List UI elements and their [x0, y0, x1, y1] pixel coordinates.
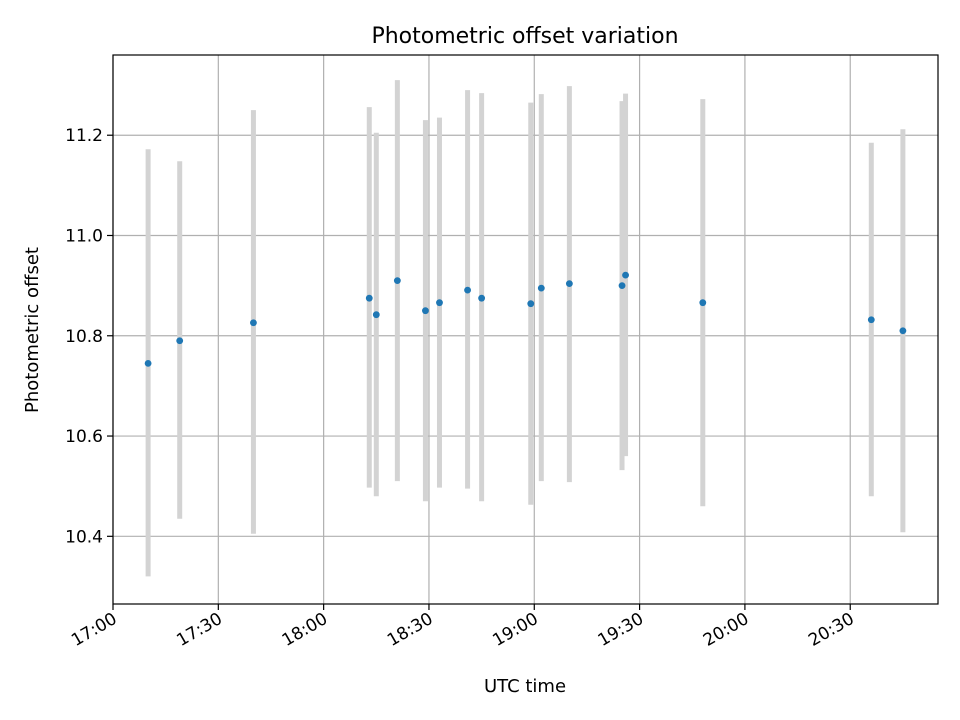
data-point	[372, 311, 380, 319]
chart-title: Photometric offset variation	[371, 24, 678, 49]
data-point	[464, 286, 471, 294]
error-bars	[145, 80, 906, 577]
data-point	[699, 299, 707, 307]
data-point	[422, 307, 429, 315]
y-tick-label: 10.6	[65, 427, 103, 447]
data-point	[622, 271, 629, 279]
data-point	[537, 284, 545, 292]
y-axis-label: Photometric offset	[22, 247, 43, 413]
x-tick-label: 19:00	[489, 609, 541, 651]
x-tick-label: 19:30	[595, 609, 647, 651]
data-point	[565, 280, 573, 288]
x-tick-label: 17:30	[173, 609, 225, 651]
grid-layer	[112, 55, 938, 604]
data-point	[176, 337, 184, 345]
data-point	[867, 316, 875, 324]
data-point	[250, 319, 257, 327]
x-axis-ticks: 17:00 17:30 18:00 18:30 19:00 19:30 20:00 20:30	[68, 604, 858, 651]
data-point	[144, 359, 152, 367]
x-tick-label: 17:00	[68, 609, 120, 651]
y-axis-ticks: 10.4 10.6 10.8 11.0 11.2	[65, 126, 113, 547]
data-point	[393, 277, 401, 285]
data-point	[899, 327, 907, 335]
data-point	[618, 282, 626, 290]
x-tick-label: 18:30	[384, 609, 436, 651]
data-point	[365, 294, 373, 302]
x-tick-label: 20:00	[700, 609, 752, 651]
data-point	[527, 300, 535, 308]
data-point	[478, 294, 486, 302]
plot-frame	[112, 54, 939, 605]
x-tick-label: 20:30	[805, 609, 857, 651]
y-tick-label: 11.2	[65, 126, 103, 146]
y-tick-label: 10.4	[65, 527, 103, 547]
data-points	[144, 271, 907, 367]
x-tick-label: 18:00	[279, 609, 331, 651]
x-axis-label: UTC time	[484, 676, 566, 697]
y-tick-label: 11.0	[65, 226, 103, 246]
y-tick-label: 10.8	[65, 327, 103, 347]
data-point	[436, 299, 443, 307]
